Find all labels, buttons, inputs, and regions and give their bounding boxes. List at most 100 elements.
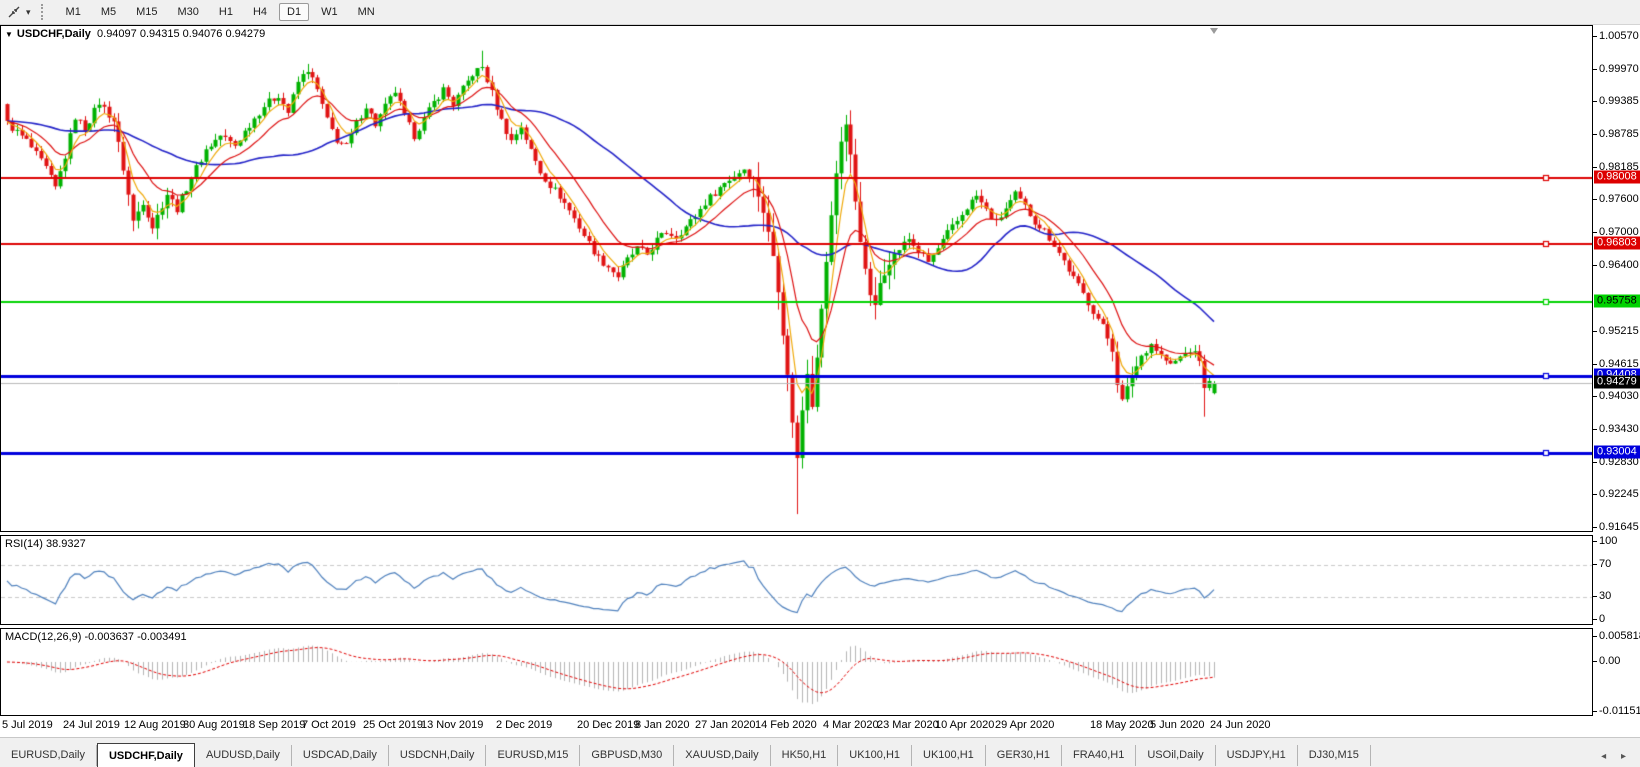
collapse-arrow-icon[interactable]: ▼	[5, 30, 13, 39]
ohlc-values: 0.94097 0.94315 0.94076 0.94279	[97, 28, 266, 40]
chart-tab-AUDUSD-Daily[interactable]: AUDUSD,Daily	[195, 745, 292, 766]
chart-tab-XAUUSD-Daily[interactable]: XAUUSD,Daily	[674, 745, 771, 766]
axis-tick-mark	[1593, 363, 1597, 365]
axis-tick-mark	[1593, 167, 1597, 169]
date-label: 14 Feb 2020	[755, 719, 817, 731]
axis-price-label: 0.95215	[1599, 324, 1639, 337]
chart-tab-UK100-H1[interactable]: UK100,H1	[912, 745, 986, 766]
date-label: 18 May 2020	[1090, 719, 1154, 731]
tf-button-MN[interactable]: MN	[357, 6, 375, 18]
toolbar-grip	[40, 4, 48, 20]
chart-tab-USOil-Daily[interactable]: USOil,Daily	[1136, 745, 1216, 766]
axis-tick-mark	[1593, 564, 1597, 566]
chart-tab-GBPUSD-M30[interactable]: GBPUSD,M30	[580, 745, 675, 766]
axis-tick-mark	[1593, 595, 1597, 597]
chart-tab-UK100-H1[interactable]: UK100,H1	[838, 745, 913, 766]
tab-scroll-arrows[interactable]: ◂ ▸	[1601, 751, 1632, 762]
axis-tick-mark	[1593, 199, 1597, 201]
axis-tick-mark	[1593, 527, 1597, 529]
axis-price-label: 0.99385	[1599, 95, 1639, 108]
macd-indicator-pane[interactable]: MACD(12,26,9) -0.003637 -0.003491	[0, 628, 1593, 716]
axis-price-label: 0.94030	[1599, 389, 1639, 402]
chart-tab-FRA40-H1[interactable]: FRA40,H1	[1062, 745, 1137, 766]
date-label: 12 Aug 2019	[124, 719, 186, 731]
axis-tick-mark	[1593, 35, 1597, 37]
axis-price-label: 0.91645	[1599, 521, 1639, 534]
axis-price-label: 0.99970	[1599, 62, 1639, 75]
chart-tab-USDCHF-Daily[interactable]: USDCHF,Daily	[96, 743, 195, 767]
axis-tick-mark	[1593, 461, 1597, 463]
rsi-canvas[interactable]	[1, 536, 1592, 624]
chart-tabs-bar: EURUSD,Daily USDCHF,Daily AUDUSD,Daily USDC…	[0, 737, 1640, 767]
axis-price-label: 0.98785	[1599, 128, 1639, 141]
price-axis[interactable]: 1.00570 0.99970 0.99385 0.98785 0.98185 0.976…	[1593, 25, 1640, 741]
level-price-label: 0.96803	[1594, 236, 1640, 250]
macd-canvas[interactable]	[1, 629, 1592, 715]
axis-tick-mark	[1593, 661, 1597, 662]
axis-tick-mark	[1593, 619, 1597, 620]
symbol-period-label: USDCHF,Daily	[16, 28, 91, 40]
date-label: 30 Aug 2019	[183, 719, 245, 731]
axis-tick-mark	[1593, 101, 1597, 103]
axis-price-label: 0.92830	[1599, 455, 1639, 468]
toolbar: ▾ M1 M5 M15 M30 H1 H4 D1 W1 MN	[0, 0, 1640, 25]
axis-tick-mark	[1593, 232, 1597, 234]
axis-price-label: 0.97000	[1599, 226, 1639, 239]
date-label: 20 Dec 2019	[577, 719, 640, 731]
date-label: 18 Sep 2019	[243, 719, 306, 731]
macd-axis-label: 0.00	[1599, 655, 1621, 667]
tf-button-M30[interactable]: M30	[177, 6, 199, 18]
level-price-label: 0.95758	[1594, 294, 1640, 308]
chart-tab-GER30-H1[interactable]: GER30,H1	[986, 745, 1062, 766]
tf-button-W1[interactable]: W1	[321, 6, 338, 18]
axis-price-label: 0.96400	[1599, 259, 1639, 272]
chart-tab-DJ30-M15[interactable]: DJ30,M15	[1298, 745, 1371, 766]
chart-tab-HK50-H1[interactable]: HK50,H1	[771, 745, 839, 766]
axis-price-label: 0.94615	[1599, 357, 1639, 370]
chart-tab-USDCAD-Daily[interactable]: USDCAD,Daily	[292, 745, 389, 766]
tf-button-M5[interactable]: M5	[100, 6, 117, 18]
main-chart-pane[interactable]: ▼ USDCHF,Daily 0.94097 0.94315 0.94076 0.…	[0, 25, 1593, 532]
date-label: 27 Jan 2020	[695, 719, 756, 731]
date-label: 13 Nov 2019	[421, 719, 484, 731]
axis-tick-mark	[1593, 395, 1597, 397]
rsi-indicator-pane[interactable]: RSI(14) 38.9327	[0, 535, 1593, 625]
date-label: 4 Mar 2020	[823, 719, 879, 731]
chart-title: ▼ USDCHF,Daily 0.94097 0.94315 0.94076 0.…	[5, 28, 265, 40]
chart-tab-USDJPY-H1[interactable]: USDJPY,H1	[1216, 745, 1298, 766]
bid-price-label: 0.94279	[1594, 375, 1640, 389]
axis-tick-mark	[1593, 541, 1597, 542]
tf-button-H4[interactable]: H4	[252, 6, 268, 18]
macd-axis-label: 0.005818	[1599, 629, 1640, 642]
macd-title: MACD(12,26,9) -0.003637 -0.003491	[5, 631, 187, 643]
axis-price-label: 0.97600	[1599, 193, 1639, 206]
tf-button-H1[interactable]: H1	[218, 6, 233, 18]
date-label: 5 Jun 2020	[1150, 719, 1205, 731]
chart-tab-EURUSD-M15[interactable]: EURUSD,M15	[486, 745, 581, 766]
axis-tick-mark	[1593, 635, 1597, 637]
chart-tab-USDCNH-Daily[interactable]: USDCNH,Daily	[389, 745, 487, 766]
chart-shift-marker[interactable]	[1210, 28, 1218, 34]
dropdown-caret-icon[interactable]: ▾	[26, 6, 31, 17]
date-label: 2 Dec 2019	[496, 719, 553, 731]
axis-tick-mark	[1593, 330, 1597, 332]
axis-price-label: 0.92245	[1599, 488, 1639, 501]
level-price-label: 0.93004	[1594, 445, 1640, 459]
cursor-tool-icon[interactable]	[4, 3, 24, 21]
candlestick-canvas[interactable]	[1, 26, 1592, 531]
axis-tick-mark	[1593, 428, 1597, 430]
axis-price-label: 1.00570	[1599, 29, 1639, 42]
rsi-axis-label: 100	[1599, 535, 1618, 547]
time-axis[interactable]: 5 Jul 2019 24 Jul 2019 12 Aug 2019 30 Aug 2…	[0, 716, 1592, 736]
axis-tick-mark	[1593, 710, 1597, 712]
tf-button-M15[interactable]: M15	[136, 6, 158, 18]
date-label: 24 Jun 2020	[1210, 719, 1271, 731]
tf-button-M1[interactable]: M1	[65, 6, 81, 18]
tf-button-D1[interactable]: D1	[279, 3, 310, 21]
axis-tick-mark	[1593, 134, 1597, 136]
chart-tab-EURUSD-Daily[interactable]: EURUSD,Daily	[0, 745, 97, 766]
rsi-axis-label: 30	[1599, 589, 1612, 602]
date-label: 5 Jul 2019	[2, 719, 53, 731]
date-label: 10 Apr 2020	[935, 719, 995, 731]
